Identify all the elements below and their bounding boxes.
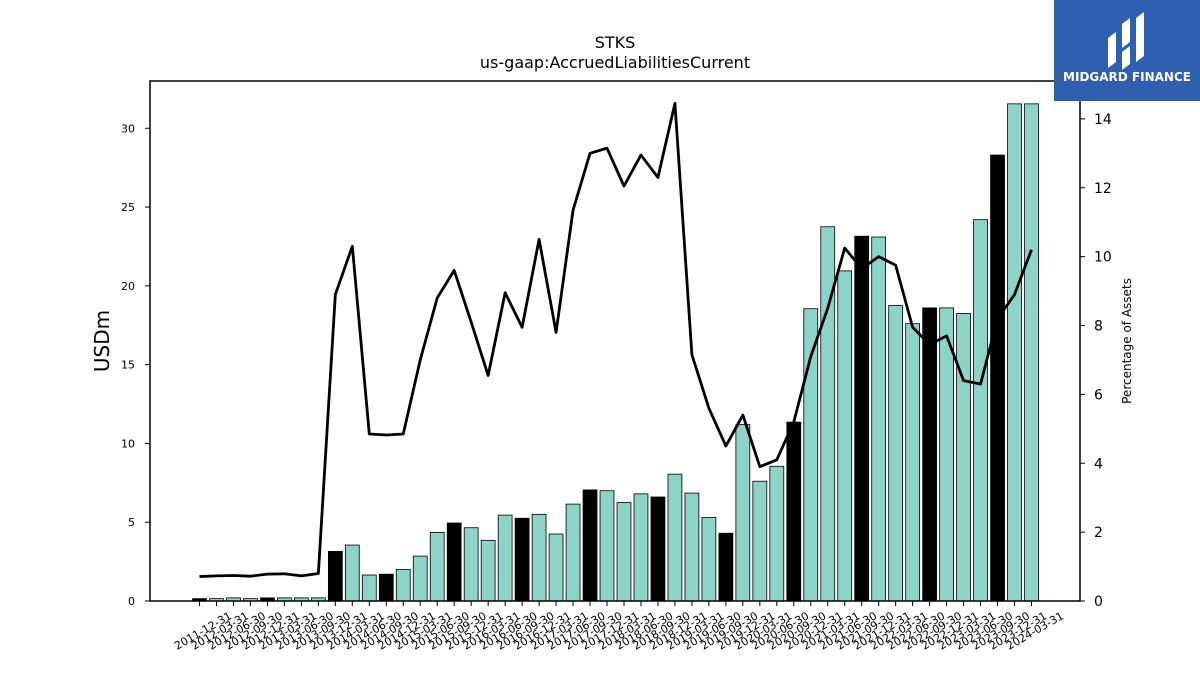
bar [735,424,751,602]
y2-tick-label: 12 [1094,181,1112,197]
y2-tick-label: 10 [1094,250,1112,266]
bar [497,514,513,602]
bar [667,473,683,602]
bar [429,532,445,602]
y-axis: 0 5 10 15 20 25 30 [121,122,150,608]
bar [837,270,853,602]
bars-group [192,103,1039,602]
bar [514,517,530,602]
bar [956,313,971,602]
y-axis-label: USDm [90,310,114,372]
bar [684,492,700,602]
y-tick-label: 20 [121,280,135,293]
bar [990,154,1005,602]
bar [854,235,870,602]
bar [786,421,802,602]
bar [378,573,394,602]
bar [616,502,632,602]
bar [820,226,836,602]
bar [922,307,937,602]
bar [599,490,615,602]
y-tick-label: 10 [121,437,135,450]
brand-name: MIDGARD FINANCE [1063,70,1191,84]
y2-tick-label: 4 [1094,456,1103,472]
bar [718,532,734,602]
bar [395,569,411,602]
y-tick-label: 5 [128,516,135,529]
bar [361,574,377,602]
chart-title: STKS [595,33,636,52]
bar [633,493,649,602]
y-tick-label: 15 [121,359,135,372]
chart-subtitle: us-gaap:AccruedLiabilitiesCurrent [480,53,750,72]
y2-tick-label: 8 [1094,319,1103,335]
bar [871,236,887,602]
y-tick-label: 0 [128,595,135,608]
bar [446,522,462,602]
bar [582,489,598,602]
x-axis: 2011-12-312012-03-312012-06-302012-09-30… [172,601,1066,653]
y2-axis-label: Percentage of Assets [1120,278,1134,404]
bar [752,480,768,602]
y-tick-label: 30 [121,122,135,135]
bar [888,305,904,602]
bar [769,465,785,602]
midgard-logo-icon [1108,12,1144,70]
bar [1024,103,1039,602]
y2-tick-label: 2 [1094,525,1103,541]
bar [548,533,564,602]
bar [463,527,479,602]
bar [327,550,343,602]
bar [1007,103,1022,602]
bar [412,555,428,602]
bar [973,219,988,602]
brand-logo: MIDGARD FINANCE [1054,0,1200,101]
line-group [199,101,1033,578]
y2-tick-label: 6 [1094,387,1103,403]
y-tick-label: 25 [121,201,135,214]
bar [905,323,920,602]
bar [701,517,717,602]
bar [531,513,547,602]
line-series [199,101,1033,578]
y2-tick-label: 14 [1094,112,1112,128]
plot-frame [149,80,1081,602]
bar [650,496,666,602]
bar [480,539,496,602]
bar [565,503,581,602]
y2-tick-label: 0 [1094,594,1103,610]
y2-axis: 0 2 4 6 8 10 12 14 [1080,112,1112,610]
bar [344,544,360,602]
